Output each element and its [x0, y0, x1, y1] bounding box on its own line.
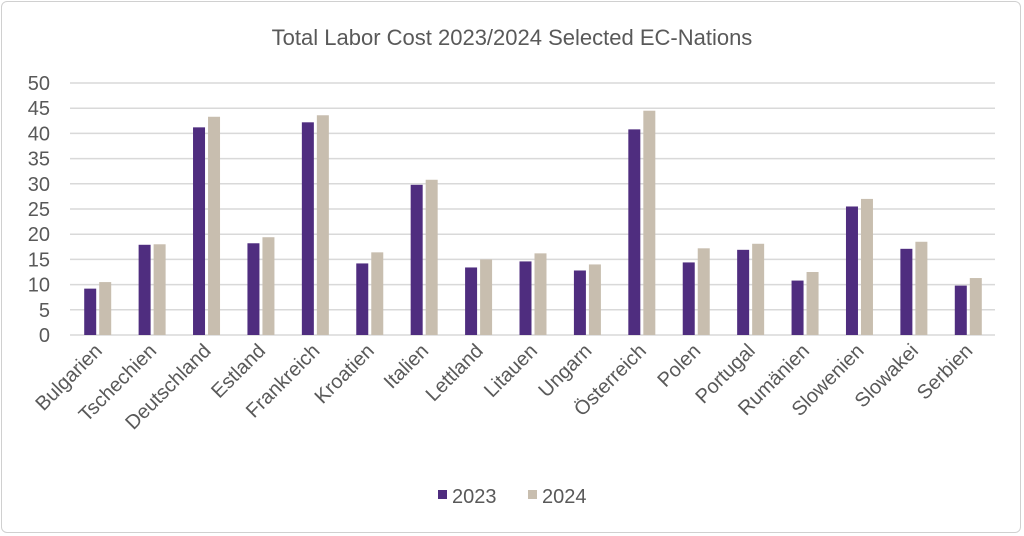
legend: 2023 2024: [438, 486, 587, 508]
bar-2024-Ungarn: [588, 264, 601, 335]
y-tick-label: 0: [39, 325, 50, 347]
bar-2024-Tschechien: [153, 244, 166, 335]
y-tick-label: 50: [28, 73, 50, 95]
bar-2023-Bulgarien: [84, 288, 97, 335]
bar-2024-Litauen: [534, 253, 547, 335]
bar-2023-Slowakei: [900, 248, 913, 335]
y-tick-label: 25: [28, 199, 50, 221]
x-tick-label: Italien: [380, 340, 433, 393]
x-tick-label: Litauen: [480, 340, 542, 402]
bar-2023-Lettland: [465, 267, 478, 335]
bar-2024-Italien: [425, 179, 438, 335]
legend-label-2023: 2023: [452, 486, 497, 508]
bar-2023-Polen: [682, 262, 695, 335]
bar-2023-Estland: [247, 243, 260, 335]
bar-2024-Polen: [697, 248, 710, 335]
y-tick-label: 15: [28, 249, 50, 271]
x-tick-label: Lettland: [422, 340, 488, 406]
bar-2024-Deutschland: [208, 116, 221, 335]
y-tick-label: 20: [28, 224, 50, 246]
x-tick-label: Serbien: [913, 340, 977, 404]
bar-2023-Serbien: [954, 285, 967, 335]
y-tick-label: 45: [28, 98, 50, 120]
bar-2023-Kroatien: [356, 263, 369, 335]
bar-2024-Kroatien: [371, 252, 384, 335]
y-tick-label: 5: [39, 300, 50, 322]
bar-2024-Serbien: [969, 278, 982, 335]
bar-2023-Frankreich: [301, 122, 314, 335]
bar-2024-Estland: [262, 237, 275, 335]
bar-2023-Deutschland: [193, 127, 206, 336]
bar-2023-Slowenien: [845, 206, 858, 335]
bar-2024-Rumänien: [806, 272, 819, 335]
chart-title: Total Labor Cost 2023/2024 Selected EC-N…: [272, 25, 753, 50]
bar-2024-Portugal: [752, 243, 765, 335]
bar-2024-Österreich: [643, 110, 656, 335]
y-tick-label: 30: [28, 174, 50, 196]
y-tick-label: 10: [28, 275, 50, 297]
bar-2023-Österreich: [628, 129, 641, 335]
bar-2023-Tschechien: [138, 244, 151, 335]
x-tick-label: Kroatien: [311, 340, 379, 408]
y-tick-label: 35: [28, 149, 50, 171]
legend-swatch-2024: [528, 490, 537, 499]
x-tick-label: Polen: [654, 340, 706, 392]
legend-label-2024: 2024: [542, 486, 587, 508]
bar-2024-Frankreich: [316, 115, 329, 335]
bar-2023-Litauen: [519, 261, 532, 335]
bar-2024-Slowenien: [860, 198, 873, 335]
bar-2024-Bulgarien: [99, 282, 112, 335]
bar-2023-Ungarn: [573, 270, 586, 335]
legend-swatch-2023: [438, 490, 447, 499]
bar-2023-Portugal: [737, 249, 750, 335]
y-tick-label: 40: [28, 123, 50, 145]
bar-2023-Rumänien: [791, 280, 804, 335]
bar-2024-Lettland: [480, 259, 493, 335]
bar-2024-Slowakei: [915, 241, 928, 335]
bar-2023-Italien: [410, 184, 423, 335]
